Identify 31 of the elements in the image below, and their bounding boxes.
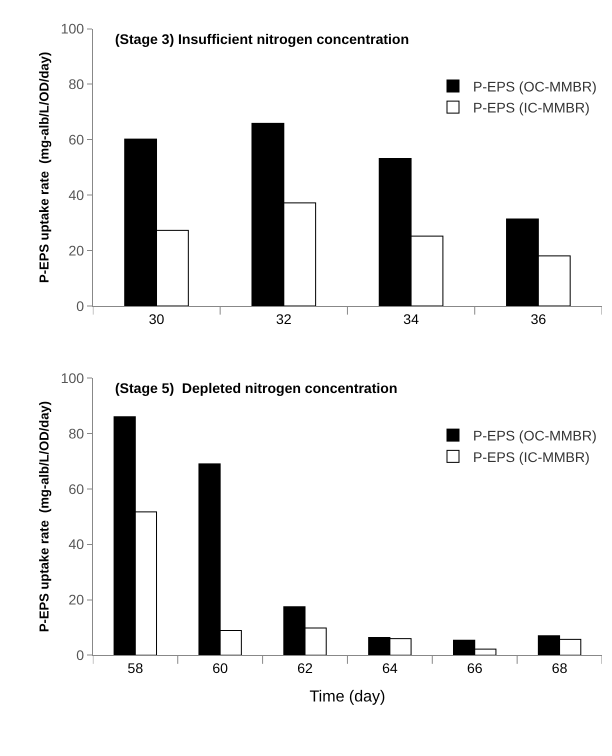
y-tick-label: 20 (68, 242, 84, 258)
x-tick-label: 36 (530, 310, 546, 327)
y-tick-label: 40 (68, 187, 84, 204)
y-tick-label: 60 (68, 480, 84, 497)
y-tick-label: 80 (68, 425, 84, 442)
legend-label: P-EPS (OC-MMBR) (473, 428, 597, 444)
x-tick-label: 64 (382, 660, 398, 676)
x-tick-label: 30 (148, 310, 165, 327)
y-tick-label: 80 (68, 76, 84, 92)
chart-title: (Stage 3) Insufficient nitrogen concentration (115, 31, 410, 47)
y-axis-title: P-EPS uptake rate (mg-alb/L/OD/day) (36, 401, 52, 632)
chart-title: (Stage 5) Depleted nitrogen concentration (115, 380, 398, 396)
y-tick-label: 100 (60, 370, 84, 386)
y-tick-label: 20 (68, 592, 84, 608)
x-tick-label: 68 (552, 660, 568, 676)
x-tick-label: 62 (297, 660, 314, 676)
y-tick-label: 60 (68, 132, 84, 148)
legend-label: P-EPS (OC-MMBR) (473, 78, 597, 94)
y-tick-label: 0 (76, 298, 84, 314)
legend-label: P-EPS (IC-MMBR) (473, 448, 590, 465)
x-tick-label: 34 (403, 310, 420, 327)
y-tick-label: 0 (76, 647, 84, 664)
y-tick-label: 100 (60, 20, 84, 37)
x-tick-label: 66 (466, 660, 483, 676)
x-axis-title: Time (day) (310, 688, 386, 706)
x-tick-label: 60 (212, 660, 228, 676)
y-tick-label: 40 (68, 536, 84, 552)
legend-label: P-EPS (IC-MMBR) (473, 100, 590, 116)
x-tick-label: 32 (276, 310, 292, 327)
y-axis-title: P-EPS uptake rate (mg-alb/L/OD/day) (36, 52, 52, 283)
x-tick-label: 58 (128, 660, 144, 676)
